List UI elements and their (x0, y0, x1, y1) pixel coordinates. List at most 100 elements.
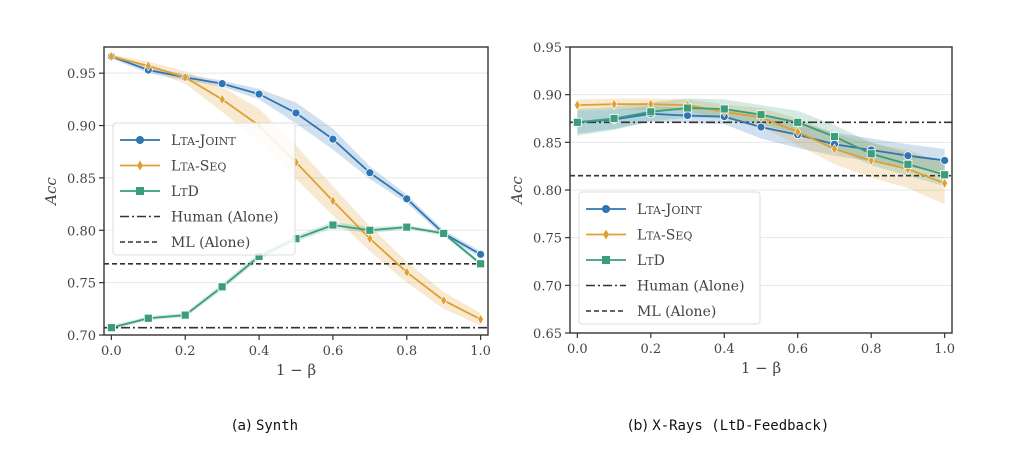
data-point-ltd (940, 170, 950, 180)
x-tick-label: 0.6 (787, 342, 808, 357)
x-tick-label: 0.2 (640, 342, 661, 357)
confidence-band-ltd (111, 221, 481, 330)
x-tick-label: 0.8 (396, 344, 417, 359)
legend-marker-lta-seq (603, 229, 609, 240)
caption-panel-b: (b) X-Rays (LtD-Feedback) (628, 418, 829, 434)
x-tick-label: 0.0 (101, 344, 122, 359)
legend-label-lta-seq: LTA-SEQ (171, 159, 226, 175)
legend-label-ml-alone: ML (Alone) (637, 304, 716, 320)
data-point-lta-seq (941, 177, 949, 189)
y-tick-label: 0.70 (533, 279, 562, 294)
x-axis-label: 1 − β (741, 359, 781, 377)
y-tick-label: 0.70 (67, 329, 96, 344)
data-point-lta-joint (365, 168, 375, 178)
x-tick-label: 0.2 (175, 344, 196, 359)
data-point-ltd (476, 259, 486, 269)
legend-label-human-alone: Human (Alone) (637, 279, 745, 295)
x-tick-label: 0.4 (249, 344, 270, 359)
x-axis-label: 1 − β (276, 361, 316, 379)
legend-box (578, 191, 761, 325)
caption-b-setting: LtD-Feedback (719, 418, 821, 434)
data-point-ltd (180, 310, 190, 320)
legend-label-lta-joint: LTA-JOINT (637, 202, 702, 218)
data-point-ltd (143, 313, 153, 323)
data-point-lta-seq (181, 71, 189, 83)
data-point-ltd (830, 132, 839, 142)
y-tick-label: 0.80 (67, 224, 96, 239)
y-tick-label: 0.65 (533, 327, 562, 342)
data-point-lta-joint (903, 151, 913, 161)
data-point-ltd (328, 220, 338, 230)
data-point-ltd (719, 104, 729, 114)
data-point-ltd (646, 107, 656, 117)
y-tick-label: 0.80 (533, 184, 562, 199)
y-tick-label: 0.90 (67, 120, 96, 135)
caption-b-prefix: (b) (628, 418, 653, 434)
legend-label-ltd: LTD (171, 184, 199, 200)
legend-box (112, 122, 296, 256)
data-point-lta-joint (683, 111, 692, 121)
data-point-lta-joint (291, 108, 301, 118)
data-point-ltd (217, 282, 227, 292)
confidence-band-lta-seq (111, 54, 481, 326)
data-point-lta-joint (254, 89, 264, 99)
legend-label-lta-joint: LTA-JOINT (171, 133, 236, 149)
legend-label-ml-alone: ML (Alone) (171, 235, 250, 251)
axes-frame (103, 46, 489, 336)
data-point-ltd (903, 159, 913, 169)
data-point-lta-joint (402, 194, 412, 204)
data-point-lta-joint (756, 122, 766, 132)
data-point-ltd (106, 323, 116, 333)
data-point-lta-joint (328, 134, 338, 144)
data-point-ltd (402, 222, 412, 232)
chart-panel-b: 0.0 0.2 0.4 0.6 0.8 1.0 0.65 0.70 0.75 0.80 0.85 0.… (508, 41, 955, 377)
legend-marker-ltd (136, 187, 144, 195)
legend-marker-lta-joint (136, 136, 144, 144)
x-tick-label: 0.8 (861, 342, 882, 357)
data-point-lta-seq (573, 99, 581, 111)
y-tick-label: 0.95 (67, 67, 96, 82)
data-point-ltd (609, 114, 619, 123)
data-point-lta-seq (329, 195, 337, 207)
y-axis-label: Acc (42, 177, 60, 207)
data-point-lta-seq (440, 294, 448, 307)
y-tick-label: 0.85 (67, 172, 96, 187)
data-point-ltd (572, 117, 582, 127)
data-point-lta-seq (366, 233, 374, 245)
data-point-lta-seq (144, 60, 152, 72)
data-point-lta-seq (610, 98, 618, 110)
x-tick-label: 1.0 (934, 342, 955, 357)
legend-label-human-alone: Human (Alone) (171, 210, 279, 226)
legend: LTA-JOINT LTA-SEQ LTD Human (Alone) ML (Alon… (112, 122, 296, 256)
data-point-ltd (365, 225, 375, 235)
data-point-lta-joint (476, 249, 486, 259)
data-point-lta-seq (831, 143, 838, 155)
y-tick-label: 0.90 (533, 89, 562, 104)
legend-marker-ltd (602, 256, 610, 264)
y-tick-label: 0.75 (67, 277, 96, 292)
caption-a-dataset: Synth (255, 418, 299, 434)
data-point-lta-joint (940, 156, 950, 165)
x-tick-label: 1.0 (470, 344, 491, 359)
y-tick-label: 0.95 (533, 41, 562, 56)
data-point-lta-seq (794, 126, 802, 138)
y-tick-label: 0.85 (533, 136, 562, 151)
data-point-ltd (439, 229, 449, 238)
legend-marker-lta-seq (137, 160, 143, 171)
legend: LTA-JOINT LTA-SEQ LTD Human (Alone) ML (Alon… (578, 191, 761, 325)
y-axis-label: Acc (508, 176, 526, 206)
caption-panel-a: (a) Synth (232, 418, 298, 434)
legend-label-lta-seq: LTA-SEQ (637, 228, 692, 244)
data-point-ltd (866, 149, 876, 159)
x-tick-label: 0.6 (323, 344, 344, 359)
chart-panel-a: 0.0 0.2 0.4 0.6 0.8 1.0 0.70 0.75 0.80 0.85 0.90 0.… (42, 46, 491, 379)
data-point-lta-joint (217, 79, 227, 89)
data-point-lta-seq (218, 93, 226, 105)
data-point-lta-seq (403, 266, 411, 278)
data-point-ltd (683, 103, 692, 113)
legend-marker-lta-joint (602, 205, 610, 213)
caption-b-paren-open: ( (702, 418, 720, 434)
data-point-lta-seq (477, 313, 484, 325)
data-point-ltd (793, 117, 803, 127)
